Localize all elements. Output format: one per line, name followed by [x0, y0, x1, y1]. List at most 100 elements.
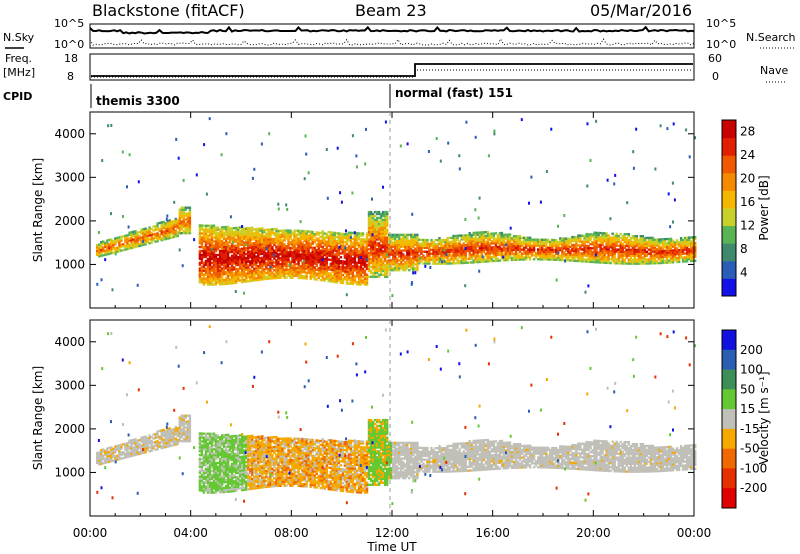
- power-cell: [184, 232, 188, 235]
- power-cell: [226, 233, 230, 236]
- power-cell: [331, 264, 335, 268]
- power-cell: [319, 235, 322, 239]
- power-cell: [218, 269, 222, 272]
- power-cell: [124, 234, 127, 238]
- power-cell: [694, 238, 697, 241]
- power-cell: [688, 258, 691, 261]
- power-cell: [466, 234, 469, 237]
- power-cell: [283, 264, 286, 268]
- power-cell: [482, 244, 486, 248]
- velocity-cell: [130, 447, 133, 450]
- power-cell: [124, 240, 127, 243]
- power-cell: [545, 256, 548, 259]
- power-cell: [549, 244, 552, 247]
- power-cell: [259, 264, 262, 268]
- power-cell: [587, 260, 590, 263]
- power-cell: [383, 256, 387, 259]
- power-cell: [249, 244, 252, 247]
- power-cell: [474, 247, 477, 250]
- power-cell: [263, 268, 266, 271]
- power-cell: [130, 237, 133, 240]
- power-cell: [388, 255, 391, 258]
- power-cell: [414, 269, 417, 272]
- power-cell: [426, 244, 429, 248]
- power-cell: [460, 248, 463, 251]
- power-cell: [363, 255, 367, 259]
- power-cell: [486, 258, 490, 261]
- power-cell: [369, 257, 373, 261]
- power-cell: [299, 231, 302, 235]
- power-cell: [100, 246, 103, 250]
- power-cell: [333, 255, 337, 258]
- power-cell: [210, 244, 214, 247]
- noise-search-label: N.Search: [746, 31, 796, 44]
- power-cell: [482, 231, 486, 234]
- power-cell: [204, 248, 208, 251]
- power-cell: [186, 226, 190, 229]
- power-cell: [265, 275, 268, 279]
- power-cell: [291, 254, 294, 258]
- power-cell: [677, 245, 681, 248]
- power-cell: [484, 234, 488, 238]
- power-cell: [206, 246, 210, 249]
- power-cell: [357, 257, 361, 261]
- power-cell: [613, 244, 616, 247]
- power-cell: [490, 240, 494, 243]
- power-cell: [649, 248, 653, 251]
- power-cell: [331, 274, 335, 277]
- power-cell: [232, 227, 236, 230]
- power-cell: [200, 261, 204, 265]
- power-cell: [440, 244, 443, 248]
- power-cell: [343, 272, 347, 275]
- power-cell: [275, 269, 278, 272]
- power-cell: [174, 233, 178, 236]
- power-cell: [224, 278, 228, 282]
- power-cell: [279, 249, 282, 252]
- power-cell: [222, 253, 226, 256]
- power-cell: [279, 257, 282, 260]
- power-cell: [394, 253, 397, 256]
- power-cell: [508, 249, 512, 252]
- power-cell: [442, 238, 445, 242]
- power-scatter-cell: [530, 175, 533, 179]
- power-cell: [230, 278, 234, 281]
- velocity-cell: [106, 459, 109, 462]
- power-cell: [500, 257, 504, 260]
- power-scatter-cell: [669, 225, 672, 229]
- power-colorbar-tick: 12: [740, 219, 755, 233]
- power-cell: [625, 262, 628, 265]
- power-cell: [220, 269, 224, 272]
- power-cell: [249, 238, 252, 241]
- power-cell: [553, 258, 556, 261]
- power-cell: [281, 231, 284, 234]
- power-cell: [206, 242, 210, 245]
- power-cell: [371, 240, 375, 243]
- power-cell: [226, 247, 230, 250]
- power-cell: [216, 244, 220, 247]
- power-cell: [472, 239, 475, 242]
- power-cell: [396, 259, 399, 262]
- power-cell: [490, 232, 494, 235]
- power-cell: [319, 251, 322, 254]
- power-scatter-cell: [464, 217, 467, 221]
- power-cell: [365, 242, 369, 245]
- power-cell: [514, 250, 518, 254]
- power-cell: [180, 206, 184, 209]
- power-cell: [162, 230, 165, 233]
- power-scatter-cell: [626, 201, 629, 205]
- power-cell: [386, 256, 389, 259]
- power-cell: [414, 233, 417, 237]
- power-cell: [323, 279, 326, 282]
- velocity-cell: [96, 455, 99, 459]
- power-cell: [496, 251, 500, 255]
- power-cell: [665, 245, 669, 249]
- power-cell: [200, 271, 204, 274]
- power-cell: [222, 280, 226, 284]
- velocity-cell: [126, 453, 129, 457]
- power-cell: [216, 234, 220, 237]
- power-cell: [645, 254, 649, 257]
- power-scatter-cell: [136, 283, 139, 287]
- power-cell: [392, 245, 395, 248]
- power-cell: [371, 250, 375, 253]
- power-cell: [460, 252, 463, 255]
